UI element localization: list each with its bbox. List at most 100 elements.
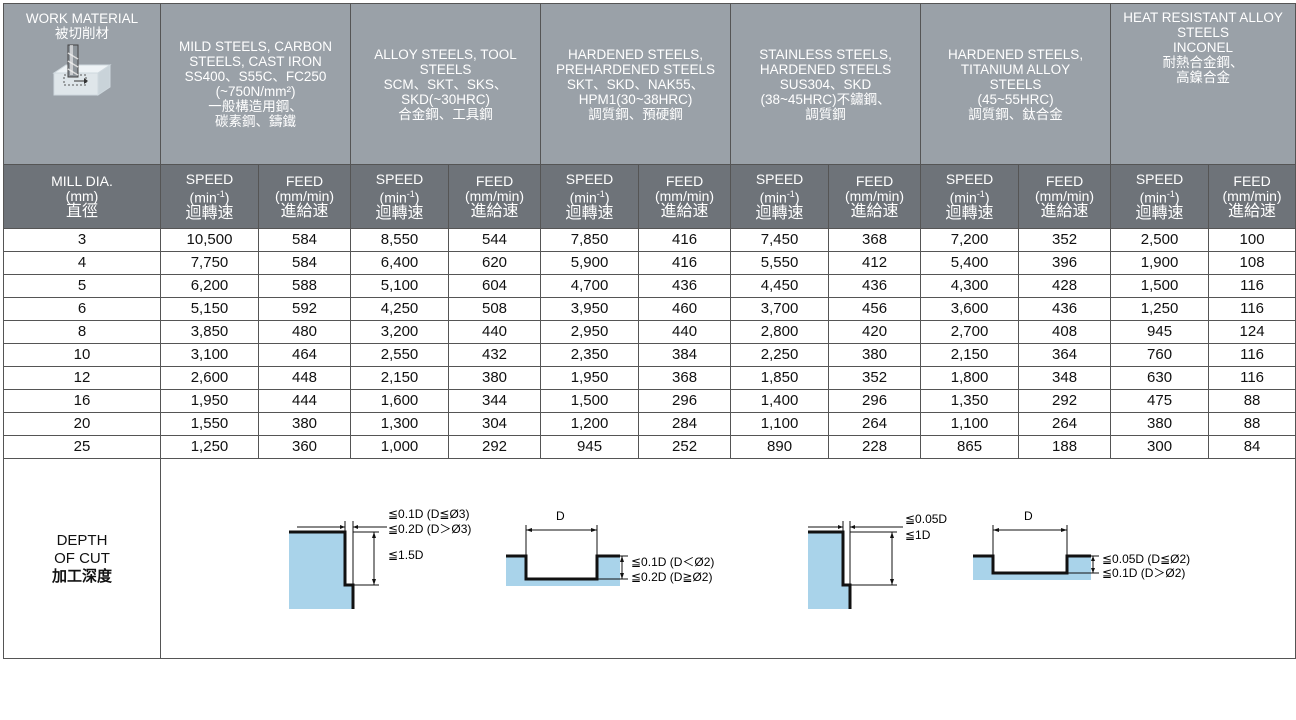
material-line: SS400、S55C、FC250 bbox=[184, 69, 327, 84]
feed-cell: 88 bbox=[1208, 412, 1296, 436]
feed-cell: 368 bbox=[638, 366, 732, 390]
speed-label-zh: 迴轉速 bbox=[1135, 204, 1184, 222]
material-line: MILD STEELS, CARBON bbox=[178, 39, 333, 54]
feed-cell: 360 bbox=[257, 435, 352, 459]
table-row: 3 10,500 584 8,550 544 7,850 416 7,450 368 7,200 3… bbox=[3, 228, 1296, 252]
feed-cell: 444 bbox=[257, 389, 352, 413]
speed-cell: 2,600 bbox=[160, 366, 259, 390]
feed-cell: 460 bbox=[638, 297, 732, 321]
speed-unit: (min-1) bbox=[759, 189, 800, 206]
feed-cell: 100 bbox=[1208, 228, 1296, 252]
material-line: HARDENED STEELS bbox=[759, 61, 892, 77]
feed-cell: 348 bbox=[1018, 366, 1112, 390]
material-line: SKD(~30HRC) bbox=[401, 91, 490, 107]
feed-cell: 428 bbox=[1018, 274, 1112, 298]
feed-cell: 252 bbox=[638, 435, 732, 459]
speed-cell: 1,250 bbox=[1110, 297, 1210, 321]
speed-cell: 1,800 bbox=[920, 366, 1020, 390]
material-line: 調質鋼 bbox=[805, 106, 846, 122]
feed-label: FEED bbox=[665, 173, 704, 189]
depth-of-cut-diagrams: ≦0.1D (D≦Ø3) ≦0.2D (D＞Ø3) ≦1.5D D bbox=[159, 458, 1296, 659]
speed-cell: 5,150 bbox=[160, 297, 259, 321]
feed-cell: 188 bbox=[1018, 435, 1112, 459]
material-line: PREHARDENED STEELS bbox=[556, 61, 716, 77]
mill-dia-label-zh: 直徑 bbox=[65, 203, 98, 220]
speed-cell: 6,400 bbox=[350, 251, 450, 275]
feed-cell: 464 bbox=[257, 343, 352, 367]
feed-label: FEED bbox=[1045, 173, 1084, 189]
mill-dia-cell: 20 bbox=[3, 412, 161, 436]
mill-dia-unit: (mm) bbox=[65, 188, 99, 204]
material-line: SUS304、SKD bbox=[779, 76, 872, 92]
speed-cell: 945 bbox=[1110, 320, 1210, 344]
speed-cell: 2,700 bbox=[920, 320, 1020, 344]
speed-cell: 1,250 bbox=[160, 435, 259, 459]
speed-label: SPEED bbox=[565, 171, 614, 188]
material-line: 合金鋼、工具鋼 bbox=[398, 106, 493, 122]
material-group-alloy-steels: ALLOY STEELS, TOOL STEELS SCM、SKT、SKS、 S… bbox=[350, 3, 542, 165]
feed-cell: 396 bbox=[1018, 251, 1112, 275]
material-line: SKT、SKD、NAK55、 bbox=[566, 76, 705, 92]
speed-cell: 3,950 bbox=[540, 297, 640, 321]
speed-cell: 865 bbox=[920, 435, 1020, 459]
speed-header: SPEED (min-1) 迴轉速 bbox=[540, 164, 640, 229]
feed-cell: 368 bbox=[828, 228, 922, 252]
side-radial-limit-1: ≦0.1D (D≦Ø3) bbox=[388, 507, 469, 521]
work-material-label-zh: 被切削材 bbox=[55, 26, 109, 41]
mill-dia-label: MILL DIA. bbox=[51, 173, 113, 189]
feed-cell: 416 bbox=[638, 228, 732, 252]
feed-label-zh: 進給速 bbox=[1040, 203, 1089, 220]
feed-cell: 436 bbox=[828, 274, 922, 298]
speed-cell: 6,200 bbox=[160, 274, 259, 298]
depth-of-cut-label: DEPTH OF CUT 加工深度 bbox=[3, 458, 161, 659]
speed-cell: 1,000 bbox=[350, 435, 450, 459]
speed-cell: 3,600 bbox=[920, 297, 1020, 321]
material-line: STEELS, CAST IRON bbox=[189, 54, 322, 69]
feed-header: FEED (mm/min) 進給速 bbox=[448, 164, 542, 229]
speed-cell: 1,900 bbox=[1110, 251, 1210, 275]
speed-cell: 7,750 bbox=[160, 251, 259, 275]
speed-cell: 630 bbox=[1110, 366, 1210, 390]
speed-header: SPEED (min-1) 迴轉速 bbox=[350, 164, 450, 229]
feed-label: FEED bbox=[285, 173, 324, 189]
speed-cell: 5,100 bbox=[350, 274, 450, 298]
material-line: HARDENED STEELS, bbox=[568, 46, 704, 62]
feed-cell: 292 bbox=[448, 435, 542, 459]
material-line: HEAT RESISTANT ALLOY bbox=[1123, 10, 1283, 25]
feed-cell: 296 bbox=[638, 389, 732, 413]
feed-cell: 592 bbox=[257, 297, 352, 321]
feed-label: FEED bbox=[475, 173, 514, 189]
work-material-header: WORK MATERIAL 被切削材 bbox=[3, 3, 161, 165]
material-group-heat-resistant: HEAT RESISTANT ALLOY STEELS INCONEL 耐熱合金… bbox=[1110, 3, 1296, 165]
speed-cell: 7,200 bbox=[920, 228, 1020, 252]
speed-cell: 10,500 bbox=[160, 228, 259, 252]
slot-hardened-depth-limit-2: ≦0.1D (D＞Ø2) bbox=[1102, 566, 1185, 580]
feed-cell: 620 bbox=[448, 251, 542, 275]
side-milling-hardened-diagram: ≦0.05D ≦1D bbox=[808, 512, 947, 609]
feed-cell: 84 bbox=[1208, 435, 1296, 459]
slot-hardened-width-label: D bbox=[1024, 509, 1033, 523]
feed-label-zh: 進給速 bbox=[1228, 203, 1277, 220]
feed-label-zh: 進給速 bbox=[850, 203, 899, 220]
speed-cell: 1,600 bbox=[350, 389, 450, 413]
feed-header: FEED (mm/min) 進給速 bbox=[257, 164, 352, 229]
speed-cell: 5,400 bbox=[920, 251, 1020, 275]
feed-cell: 380 bbox=[257, 412, 352, 436]
feed-label: FEED bbox=[855, 173, 894, 189]
feed-cell: 352 bbox=[1018, 228, 1112, 252]
material-line: INCONEL bbox=[1173, 40, 1234, 55]
material-group-stainless-steels: STAINLESS STEELS, HARDENED STEELS SUS304… bbox=[730, 3, 922, 165]
feed-unit: (mm/min) bbox=[1222, 188, 1282, 204]
feed-header: FEED (mm/min) 進給速 bbox=[828, 164, 922, 229]
mill-dia-cell: 8 bbox=[3, 320, 161, 344]
speed-cell: 2,250 bbox=[730, 343, 830, 367]
speed-label-zh: 迴轉速 bbox=[755, 204, 804, 222]
material-line: HARDENED STEELS, bbox=[948, 46, 1084, 62]
feed-cell: 296 bbox=[828, 389, 922, 413]
feed-cell: 436 bbox=[1018, 297, 1112, 321]
feed-unit: (mm/min) bbox=[1035, 188, 1095, 204]
mill-dia-cell: 6 bbox=[3, 297, 161, 321]
material-line: (45~55HRC) bbox=[977, 91, 1054, 107]
end-mill-cutting-workpiece-icon bbox=[52, 44, 112, 96]
mill-dia-cell: 12 bbox=[3, 366, 161, 390]
